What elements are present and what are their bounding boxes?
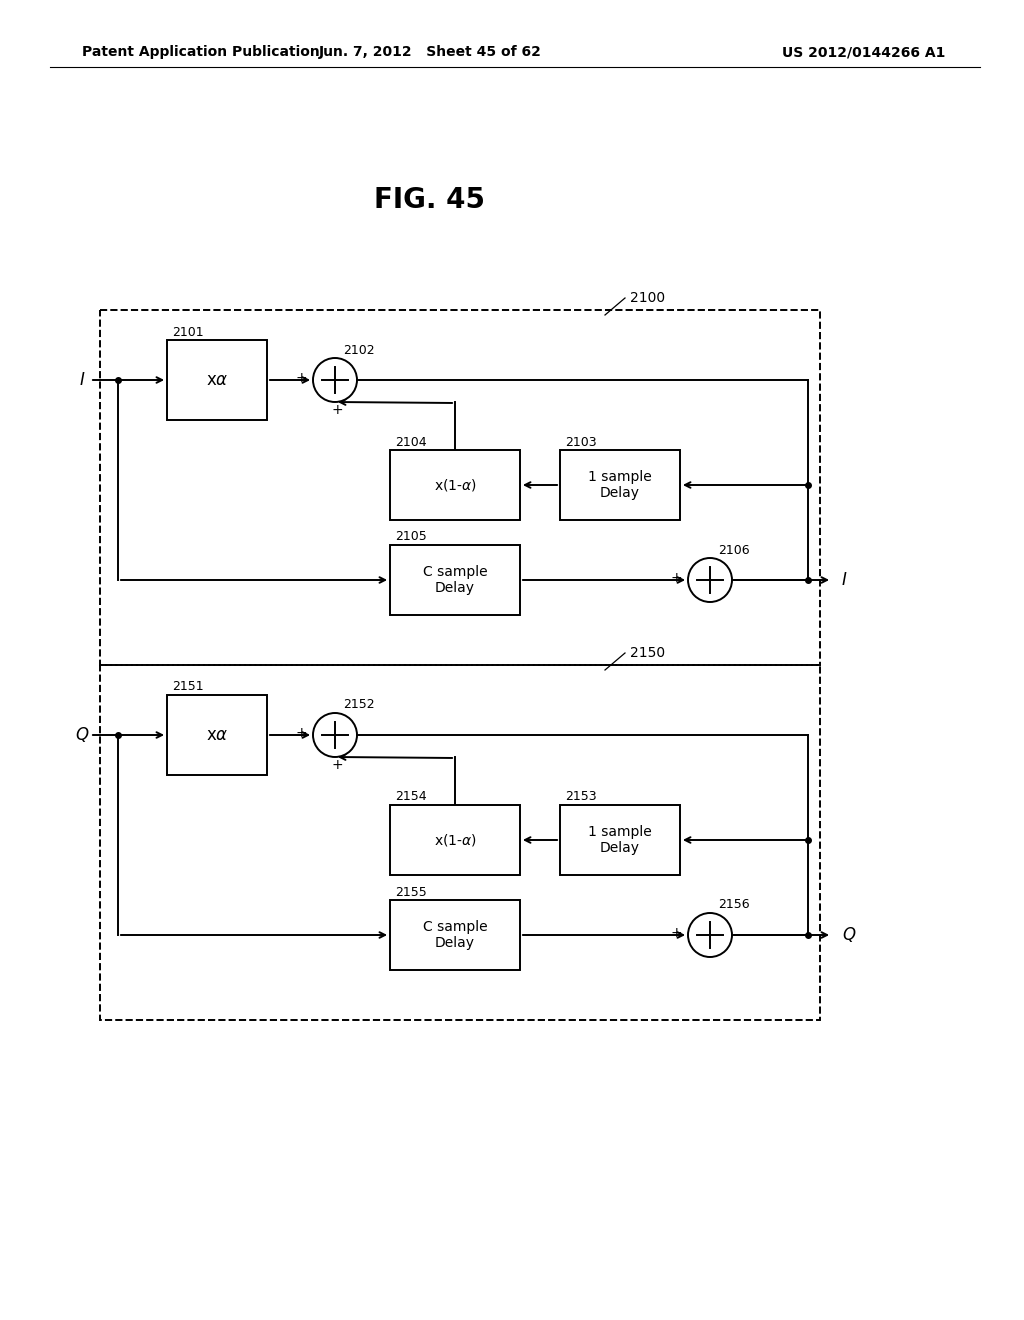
Text: 2105: 2105 [395, 531, 427, 544]
Text: +: + [331, 758, 343, 772]
Text: I: I [80, 371, 84, 389]
Text: C sample
Delay: C sample Delay [423, 565, 487, 595]
Text: +: + [331, 403, 343, 417]
Text: 2152: 2152 [343, 698, 375, 711]
Text: 2106: 2106 [718, 544, 750, 557]
Text: 2155: 2155 [395, 886, 427, 899]
Text: 1 sample
Delay: 1 sample Delay [588, 470, 652, 500]
Text: 2156: 2156 [718, 899, 750, 912]
Bar [560, 805, 680, 875]
Text: x(1-$\alpha$): x(1-$\alpha$) [433, 477, 476, 492]
Text: I: I [842, 572, 847, 589]
Text: US 2012/0144266 A1: US 2012/0144266 A1 [781, 45, 945, 59]
Text: 2104: 2104 [395, 436, 427, 449]
Text: 2154: 2154 [395, 791, 427, 804]
Text: x$\alpha$: x$\alpha$ [206, 726, 228, 744]
Circle shape [688, 558, 732, 602]
Circle shape [313, 358, 357, 403]
Text: Patent Application Publication: Patent Application Publication [82, 45, 319, 59]
Text: 1 sample
Delay: 1 sample Delay [588, 825, 652, 855]
Text: 2103: 2103 [565, 436, 597, 449]
Text: Jun. 7, 2012   Sheet 45 of 62: Jun. 7, 2012 Sheet 45 of 62 [318, 45, 542, 59]
Bar [560, 450, 680, 520]
Bar [390, 900, 520, 970]
Text: +: + [295, 726, 307, 741]
Text: FIG. 45: FIG. 45 [375, 186, 485, 214]
Bar [100, 310, 820, 665]
Text: 2153: 2153 [565, 791, 597, 804]
Circle shape [313, 713, 357, 756]
Text: 2151: 2151 [172, 681, 204, 693]
Text: Q: Q [842, 927, 855, 944]
Text: 2102: 2102 [343, 343, 375, 356]
Text: 2101: 2101 [172, 326, 204, 338]
Bar [167, 696, 267, 775]
Text: 2100: 2100 [630, 290, 666, 305]
Bar [390, 545, 520, 615]
Bar [167, 341, 267, 420]
Bar [390, 805, 520, 875]
Bar [100, 665, 820, 1020]
Text: Q: Q [76, 726, 88, 744]
Text: C sample
Delay: C sample Delay [423, 920, 487, 950]
Text: x$\alpha$: x$\alpha$ [206, 371, 228, 389]
Text: +: + [671, 572, 682, 585]
Text: +: + [295, 371, 307, 385]
Circle shape [688, 913, 732, 957]
Text: x(1-$\alpha$): x(1-$\alpha$) [433, 832, 476, 847]
Bar [390, 450, 520, 520]
Text: +: + [671, 927, 682, 940]
Text: 2150: 2150 [630, 645, 666, 660]
